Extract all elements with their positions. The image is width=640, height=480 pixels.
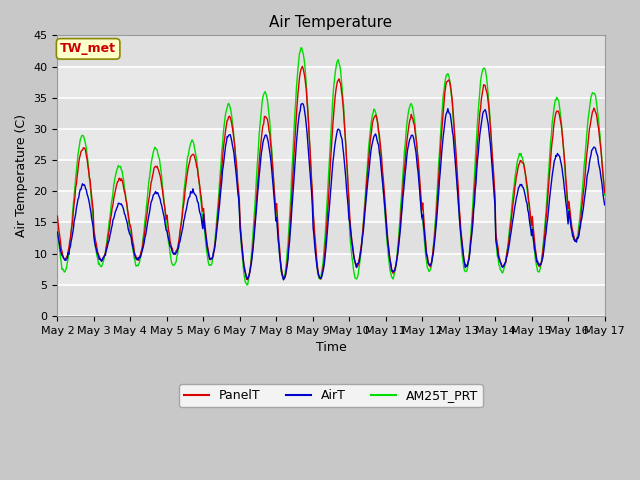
Bar: [58, 129, 605, 160]
PanelT: [243, 277, 251, 283]
AM25T_PRT: [63, 260, 71, 266]
AM25T_PRT: [175, 238, 183, 243]
AirT: [299, 101, 307, 107]
Bar: [58, 160, 605, 192]
PanelT: [415, 166, 423, 172]
AM25T_PRT: [204, 258, 212, 264]
AM25T_PRT: [297, 45, 305, 51]
PanelT: [175, 236, 183, 242]
AM25T_PRT: [399, 171, 407, 177]
Bar: [58, 98, 605, 129]
AM25T_PRT: [415, 172, 423, 178]
AirT: [415, 179, 423, 184]
AirT: [63, 255, 71, 261]
AM25T_PRT: [120, 177, 127, 182]
Line: PanelT: PanelT: [58, 66, 605, 280]
X-axis label: Time: Time: [316, 341, 346, 354]
PanelT: [54, 213, 61, 219]
Text: TW_met: TW_met: [60, 42, 116, 55]
PanelT: [399, 186, 407, 192]
Y-axis label: Air Temperature (C): Air Temperature (C): [15, 114, 28, 237]
Title: Air Temperature: Air Temperature: [269, 15, 392, 30]
AirT: [601, 202, 609, 208]
PanelT: [204, 246, 212, 252]
Bar: [58, 192, 605, 222]
Legend: PanelT, AirT, AM25T_PRT: PanelT, AirT, AM25T_PRT: [179, 384, 483, 407]
AirT: [399, 194, 407, 200]
AirT: [280, 277, 287, 283]
AirT: [175, 240, 183, 246]
AirT: [204, 249, 212, 255]
Line: AirT: AirT: [58, 104, 605, 280]
Bar: [58, 253, 605, 285]
Bar: [58, 285, 605, 316]
PanelT: [63, 253, 71, 259]
AirT: [120, 207, 127, 213]
Bar: [58, 222, 605, 253]
PanelT: [601, 190, 609, 195]
AM25T_PRT: [243, 282, 251, 288]
PanelT: [120, 185, 127, 191]
PanelT: [299, 63, 307, 69]
Bar: [58, 67, 605, 98]
AM25T_PRT: [601, 192, 609, 198]
AM25T_PRT: [54, 226, 61, 232]
Line: AM25T_PRT: AM25T_PRT: [58, 48, 605, 285]
Bar: [58, 36, 605, 67]
AirT: [54, 229, 61, 235]
